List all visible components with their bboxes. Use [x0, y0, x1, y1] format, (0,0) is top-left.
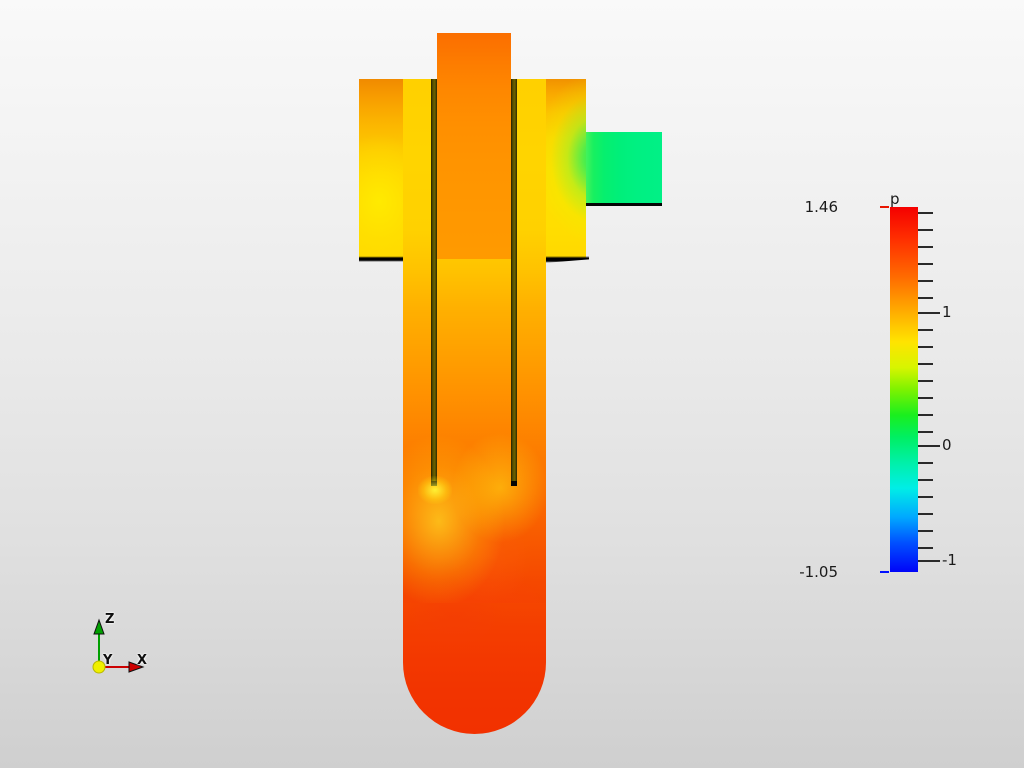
legend-tick-minor — [918, 346, 933, 348]
outlet-pipe-edge-shadow — [586, 203, 662, 206]
legend-tick-minor — [918, 496, 933, 498]
legend-tick-minor — [918, 246, 933, 248]
axis-label-y: Y — [103, 653, 113, 668]
legend-tick-minor — [918, 280, 933, 282]
axis-label-x: X — [137, 653, 148, 668]
legend-tick-minor — [918, 263, 933, 265]
legend-tick-minor — [918, 414, 933, 416]
legend-max-dash — [880, 206, 889, 208]
legend-tick-minor — [918, 479, 933, 481]
legend-min-dash — [880, 571, 889, 573]
scalar-color-legend[interactable]: p 1.46 -1.05 1 0 -1 — [799, 190, 957, 590]
geometry-part-central-stem — [437, 33, 511, 259]
legend-tick-minor — [918, 329, 933, 331]
legend-tick-minor — [918, 363, 933, 365]
legend-tick-major-1 — [918, 312, 940, 314]
legend-tick-minor — [918, 397, 933, 399]
left-flange-edge-shadow — [359, 256, 434, 262]
legend-tick-minor — [918, 380, 933, 382]
orientation-axes-widget[interactable]: Z Y X — [85, 612, 165, 682]
legend-tick-label-neg1: -1 — [942, 551, 957, 569]
legend-tick-minor — [918, 431, 933, 433]
legend-tick-major-neg1 — [918, 560, 940, 562]
geometry-part-outlet-pipe — [586, 132, 662, 205]
legend-tick-minor — [918, 530, 933, 532]
inner-wall-right-tip — [511, 481, 517, 486]
legend-tick-major-0 — [918, 445, 940, 447]
geometry-part-inner-wall-right — [511, 79, 517, 484]
axes-triad-icon — [92, 618, 145, 674]
legend-tick-minor — [918, 462, 933, 464]
legend-tick-minor — [918, 547, 933, 549]
legend-tick-minor — [918, 229, 933, 231]
legend-tick-label-1: 1 — [942, 303, 952, 321]
wall-tip-pressure-hotspot — [418, 476, 452, 504]
legend-tick-label-0: 0 — [942, 436, 952, 454]
legend-color-gradient-bar[interactable] — [890, 207, 918, 572]
geometry-part-vessel-cap — [403, 603, 546, 734]
axis-label-z: Z — [105, 612, 115, 627]
legend-min-value-label: -1.05 — [799, 563, 838, 581]
geometry-part-inner-wall-left — [431, 79, 437, 484]
legend-title: p — [890, 190, 900, 208]
legend-tick-minor — [918, 212, 933, 214]
legend-max-value-label: 1.46 — [804, 198, 838, 216]
legend-tick-minor — [918, 513, 933, 515]
right-flange-edge-shadow — [511, 256, 589, 263]
legend-tick-minor — [918, 297, 933, 299]
